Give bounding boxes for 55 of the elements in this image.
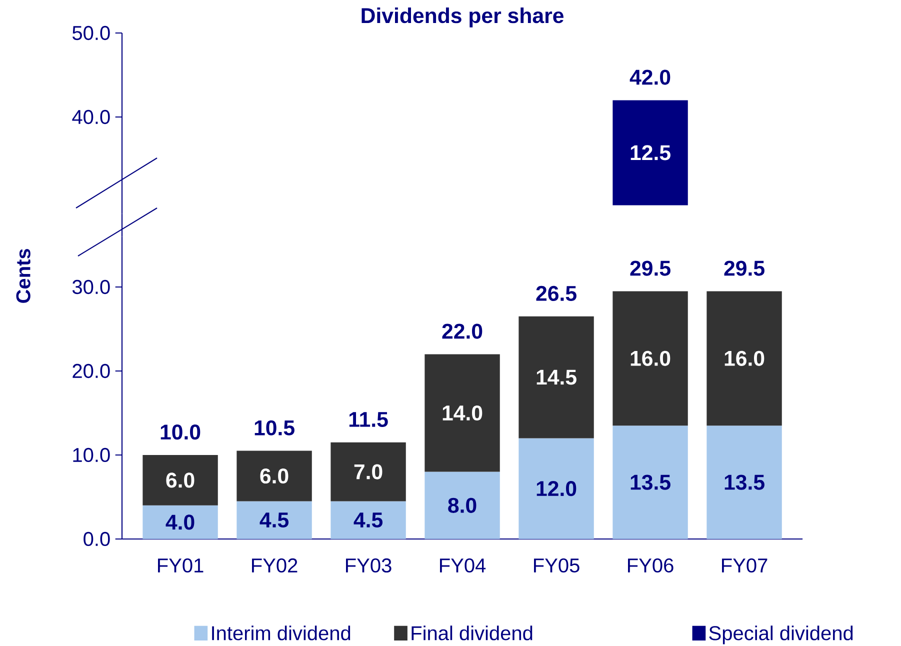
x-tick-label: FY07 (722, 558, 768, 573)
bar (236, 501, 312, 539)
x-tick-label: FY06 (628, 558, 674, 573)
bar (706, 426, 782, 539)
total-label: 29.5 (630, 260, 670, 276)
bar (518, 316, 594, 438)
bar (706, 291, 782, 426)
y-tick-label: 0.0 (84, 532, 110, 546)
data-label: 4.5 (260, 512, 289, 528)
data-label: 4.5 (354, 512, 383, 528)
total-label: 11.5 (349, 412, 388, 428)
bar (236, 450, 312, 502)
y-tick-label: 20.0 (72, 364, 110, 378)
annotation: 42.0 (630, 70, 670, 85)
total-label: 22.0 (442, 324, 482, 339)
data-label: 16.0 (630, 350, 670, 366)
data-label: 8.0 (448, 498, 476, 513)
bar (330, 442, 406, 502)
total-label: 29.5 (724, 260, 764, 276)
bar (424, 354, 500, 472)
y-axis-title: Cents (16, 248, 30, 303)
y-tick-label: 10.0 (73, 448, 110, 462)
total-label: 26.5 (536, 286, 576, 302)
y-tick-label: 50.0 (72, 26, 110, 40)
x-tick-label: FY01 (158, 558, 204, 573)
bar (424, 472, 500, 539)
total-label: 10.0 (160, 424, 200, 440)
bar (142, 454, 218, 506)
bar (330, 501, 406, 539)
bar (612, 426, 688, 539)
x-tick-label: FY02 (252, 558, 298, 573)
data-label: 13.5 (724, 474, 764, 490)
bar (142, 505, 218, 539)
legend-label: Special dividend (709, 626, 853, 644)
legend-label: Final dividend (412, 626, 532, 640)
x-tick-label: FY03 (346, 558, 392, 573)
data-label: 6.0 (166, 472, 194, 488)
legend-label: Interim dividend (212, 626, 350, 640)
y-tick-label: 40.0 (72, 110, 110, 124)
y-tick-label: 30.0 (72, 280, 110, 294)
x-tick-label: FY04 (440, 558, 486, 573)
chart-title: Dividends per share (362, 8, 564, 28)
data-label: 14.0 (442, 405, 482, 421)
data-label: 4.0 (166, 514, 194, 530)
data-label: 14.5 (536, 370, 576, 385)
data-label: 7.0 (354, 464, 382, 480)
data-label: 6.0 (260, 468, 288, 484)
data-label: 16.0 (724, 350, 764, 366)
bar (518, 438, 594, 539)
x-tick-label: FY05 (534, 558, 580, 573)
bar (612, 291, 688, 426)
total-label: 10.5 (254, 420, 294, 436)
data-label: 12.0 (536, 481, 576, 496)
data-label: 13.5 (630, 474, 670, 490)
data-label: 12.5 (630, 145, 670, 160)
